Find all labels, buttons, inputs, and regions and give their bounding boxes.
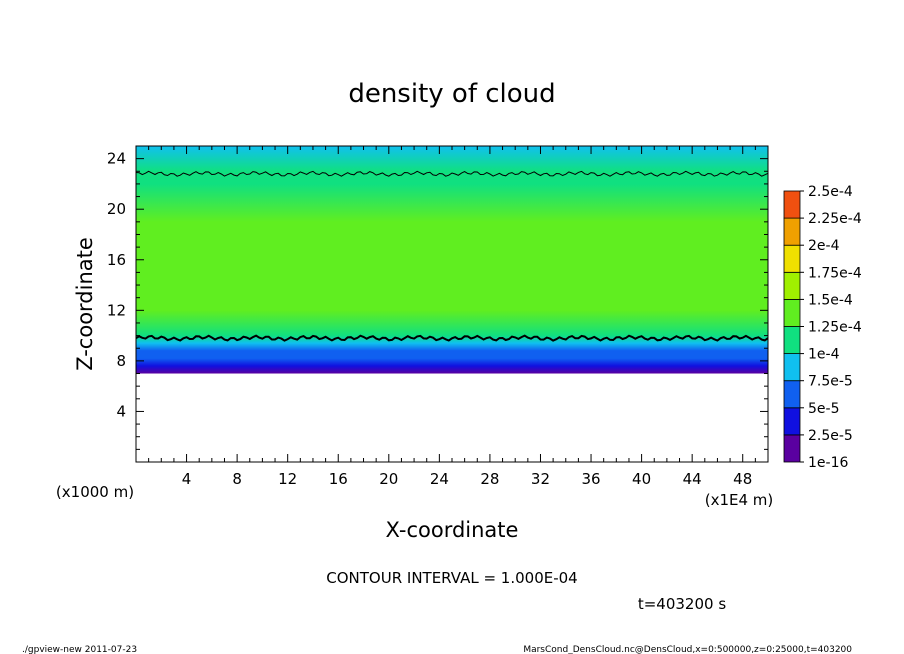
- y-unit-label: (x1000 m): [56, 483, 134, 501]
- colorbar-tick-label: 1.75e-4: [808, 265, 862, 281]
- contour-line: [135, 170, 769, 177]
- x-tick-label: 40: [632, 470, 651, 488]
- colorbar-band: [783, 244, 801, 273]
- x-axis-label: X-coordinate: [386, 518, 519, 542]
- colorbar-tick-label: 2e-4: [808, 238, 840, 254]
- colorbar-band: [783, 190, 801, 219]
- colorbar-band: [783, 326, 801, 355]
- colorbar-tick-label: 2.5e-4: [808, 184, 853, 200]
- x-unit-label: (x1E4 m): [705, 491, 774, 509]
- colorbar-band: [783, 434, 801, 463]
- y-tick-label: 24: [107, 150, 126, 168]
- x-tick-label: 32: [531, 470, 550, 488]
- contour-line: [135, 334, 769, 342]
- y-tick-label: 8: [116, 352, 126, 370]
- colorbar-tick-label: 1.5e-4: [808, 292, 853, 308]
- y-tick-label: 20: [107, 200, 126, 218]
- colorbar: 1e-16 2.5e-5 5e-5 7.5e-5 1e-4 1.25e-4 1.5e-4 1.…: [783, 184, 862, 471]
- x-tick-label: 48: [733, 470, 752, 488]
- colorbar-tick-label: 5e-5: [808, 401, 839, 417]
- contour-interval-label: CONTOUR INTERVAL = 1.000E-04: [326, 569, 577, 587]
- x-tick-label: 36: [581, 470, 600, 488]
- x-tick-label: 24: [430, 470, 449, 488]
- x-tick-label: 28: [480, 470, 499, 488]
- y-axis: 4 8 12 16 20 24: [107, 145, 768, 463]
- colorbar-band: [783, 217, 801, 246]
- x-tick-label: 20: [379, 470, 398, 488]
- colorbar-tick-label: 1e-4: [808, 347, 840, 363]
- y-axis-label: Z-coordinate: [73, 237, 97, 371]
- time-label: t=403200 s: [638, 595, 726, 613]
- x-tick-label: 4: [182, 470, 192, 488]
- colorbar-band: [783, 271, 801, 300]
- density-field: [136, 146, 768, 374]
- x-tick-label: 44: [683, 470, 702, 488]
- colorbar-band: [783, 298, 801, 327]
- colorbar-band: [783, 407, 801, 436]
- chart-title: density of cloud: [348, 79, 555, 109]
- colorbar-tick-label: 1e-16: [808, 455, 848, 471]
- colorbar-tick-label: 1.25e-4: [808, 320, 862, 336]
- x-axis: 4 8 12 16 20 24 28 32 36 40 44 48: [135, 146, 769, 488]
- colorbar-band: [783, 353, 801, 382]
- footer-right: MarsCond_DensCloud.nc@DensCloud,x=0:5000…: [523, 645, 852, 654]
- colorbar-band: [783, 380, 801, 409]
- y-tick-label: 16: [107, 251, 126, 269]
- x-tick-label: 12: [278, 470, 297, 488]
- colorbar-tick-label: 2.5e-5: [808, 428, 853, 444]
- footer-left: ./gpview-new 2011-07-23: [22, 645, 137, 654]
- x-tick-label: 16: [329, 470, 348, 488]
- y-tick-label: 12: [107, 301, 126, 319]
- y-tick-label: 4: [116, 402, 126, 420]
- colorbar-tick-label: 7.5e-5: [808, 374, 853, 390]
- colorbar-tick-label: 2.25e-4: [808, 211, 862, 227]
- contour-lines: [135, 170, 769, 342]
- x-tick-label: 8: [232, 470, 242, 488]
